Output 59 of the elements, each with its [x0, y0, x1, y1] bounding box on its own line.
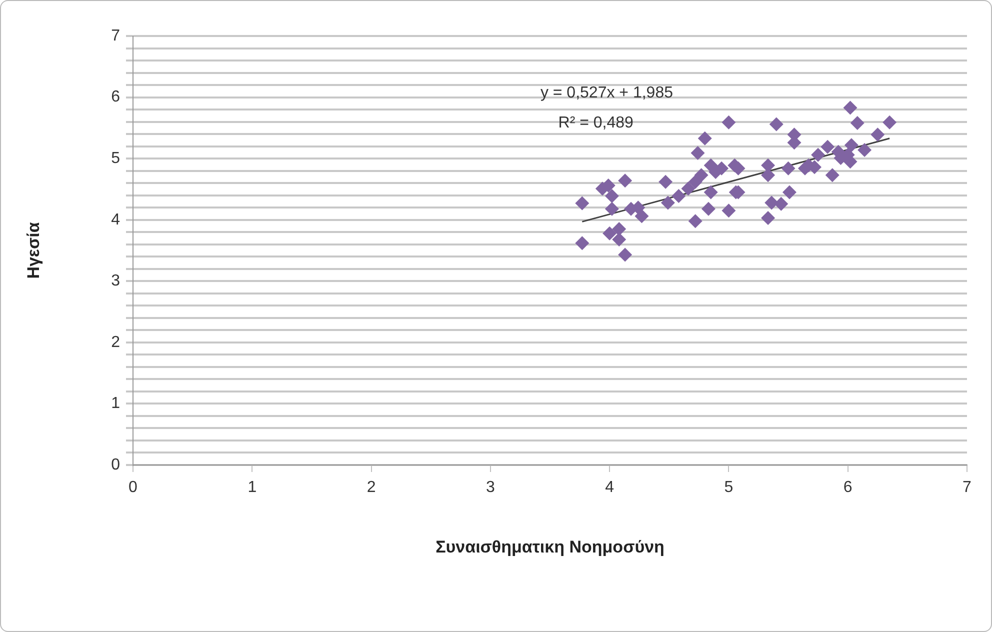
- point: [658, 174, 673, 189]
- point: [774, 196, 788, 211]
- y-tick-label: 2: [111, 334, 120, 351]
- point: [722, 204, 736, 218]
- y-tick-label: 7: [111, 27, 120, 44]
- x-tick-label: 7: [962, 479, 972, 496]
- point: [843, 100, 858, 115]
- y-axis-title: Ηγεσία: [24, 222, 43, 279]
- point: [820, 140, 835, 154]
- point: [704, 185, 718, 200]
- y-tick-label: 5: [111, 150, 120, 167]
- y-tick-label: 3: [111, 272, 120, 290]
- annotation: R² = 0,489: [558, 114, 634, 132]
- x-tick-label: 4: [605, 479, 614, 496]
- x-axis-title: Συναισθηματικη Νοημοσύνη: [436, 537, 664, 556]
- point: [602, 226, 617, 240]
- point: [604, 202, 619, 216]
- point: [612, 232, 626, 246]
- annotation: y = 0,527x + 1,985: [540, 84, 674, 102]
- point: [701, 202, 716, 216]
- point: [811, 148, 826, 162]
- point: [825, 168, 840, 182]
- point: [575, 236, 590, 250]
- point: [781, 161, 796, 176]
- point: [604, 188, 619, 203]
- point: [694, 168, 708, 182]
- x-tick-label: 6: [843, 479, 852, 496]
- y-tick-label: 6: [111, 88, 120, 106]
- point: [690, 146, 705, 160]
- point: [681, 182, 696, 196]
- y-tick-label: 4: [111, 211, 120, 228]
- x-tick-label: 3: [486, 479, 495, 496]
- x-tick-label: 2: [366, 479, 376, 496]
- point: [575, 196, 590, 210]
- point: [850, 116, 864, 130]
- point: [761, 211, 776, 226]
- x-tick-label: 1: [248, 479, 257, 496]
- x-tick-label: 0: [128, 479, 138, 496]
- y-tick-label: 0: [111, 456, 120, 474]
- point: [612, 222, 626, 236]
- point: [882, 115, 897, 130]
- point: [688, 214, 702, 228]
- point: [698, 131, 712, 146]
- point: [870, 128, 885, 142]
- point: [688, 174, 702, 189]
- point: [672, 188, 686, 203]
- point: [764, 196, 779, 210]
- point: [761, 168, 776, 182]
- point: [618, 248, 632, 262]
- point: [782, 185, 796, 200]
- point: [618, 174, 632, 188]
- point: [844, 138, 858, 152]
- point: [858, 142, 872, 157]
- y-tick-label: 1: [111, 395, 120, 412]
- x-tick-label: 5: [724, 479, 734, 496]
- point: [660, 196, 675, 210]
- point: [761, 158, 776, 172]
- point: [722, 115, 736, 130]
- point: [769, 117, 784, 132]
